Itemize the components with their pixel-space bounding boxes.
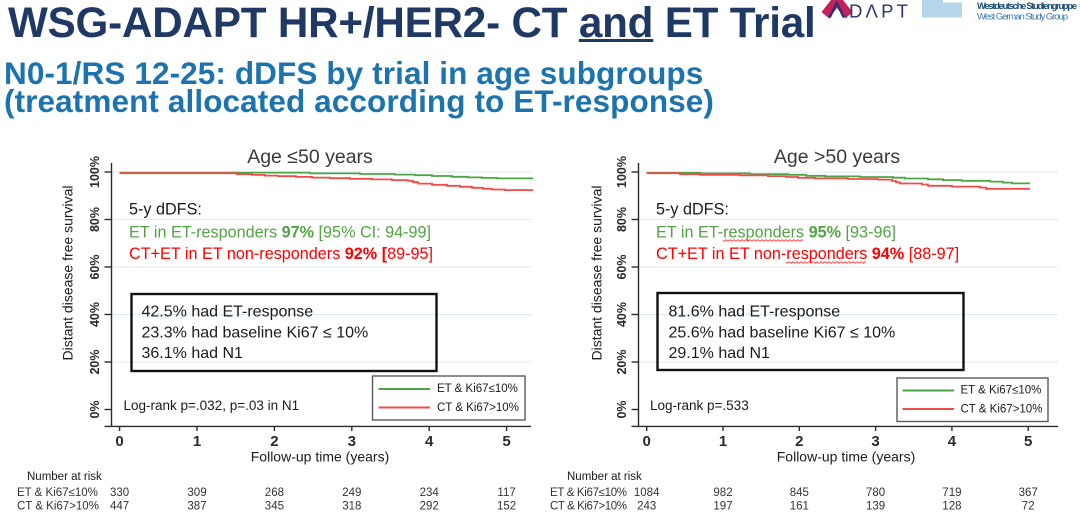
svg-text:197: 197 [713,501,732,513]
svg-text:Number at risk: Number at risk [27,471,102,483]
svg-text:CT+ET in ET non-responders 92%: CT+ET in ET non-responders 92% [89-95] [129,245,433,263]
svg-text:CT & Ki67>10%: CT & Ki67>10% [550,501,627,513]
svg-text:20%: 20% [615,349,629,374]
svg-text:ET & Ki67≤10%: ET & Ki67≤10% [17,487,98,499]
svg-text:ET & Ki67≤10%: ET & Ki67≤10% [437,383,518,395]
svg-text:268: 268 [265,487,284,499]
svg-text:1084: 1084 [634,487,660,499]
svg-text:DΛPT: DΛPT [849,1,911,22]
svg-text:42.5% had ET-response: 42.5% had ET-response [142,304,314,321]
svg-text:Distant disease free survival: Distant disease free survival [60,185,76,360]
svg-text:5: 5 [1024,433,1032,450]
svg-text:128: 128 [942,501,961,513]
svg-text:100%: 100% [615,156,629,188]
svg-text:CT & Ki67>10%: CT & Ki67>10% [961,403,1043,415]
svg-text:292: 292 [420,501,439,513]
svg-text:80%: 80% [88,207,102,232]
svg-text:Number at risk: Number at risk [567,471,642,483]
svg-text:Follow-up time (years): Follow-up time (years) [251,449,389,465]
svg-text:139: 139 [866,501,885,513]
svg-text:0%: 0% [88,400,102,418]
svg-text:1: 1 [719,433,727,450]
svg-text:3: 3 [348,433,356,450]
svg-text:2: 2 [795,433,803,450]
svg-text:2: 2 [270,433,278,450]
svg-text:0: 0 [643,433,651,450]
svg-text:ET in ET-responders 95% [93-96: ET in ET-responders 95% [93-96] [656,224,896,242]
svg-text:29.1% had N1: 29.1% had N1 [669,345,771,362]
svg-text:0: 0 [115,433,123,450]
svg-text:5-y dDFS:: 5-y dDFS: [656,201,729,219]
svg-text:100%: 100% [88,156,102,188]
svg-text:345: 345 [265,501,284,513]
svg-text:387: 387 [187,501,206,513]
svg-text:0%: 0% [615,400,629,418]
svg-text:845: 845 [790,487,809,499]
svg-text:CT & Ki67>10%: CT & Ki67>10% [437,402,519,414]
svg-text:249: 249 [342,487,361,499]
svg-text:318: 318 [342,501,361,513]
svg-text:780: 780 [866,487,885,499]
svg-text:243: 243 [637,501,656,513]
svg-text:4: 4 [425,433,434,450]
svg-text:330: 330 [110,487,129,499]
svg-text:3: 3 [871,433,879,450]
svg-text:72: 72 [1022,501,1035,513]
svg-text:ET in ET-responders 97% [95% C: ET in ET-responders 97% [95% CI: 94-99] [129,224,431,242]
svg-text:West German Study Group: West German Study Group [977,12,1068,23]
svg-text:5-y dDFS:: 5-y dDFS: [129,201,202,219]
svg-text:ET & Ki67≤10%: ET & Ki67≤10% [550,487,627,499]
svg-text:Log-rank p=.533: Log-rank p=.533 [650,398,749,413]
svg-text:Age >50 years: Age >50 years [774,146,901,168]
svg-text:36.1% had N1: 36.1% had N1 [142,345,244,362]
svg-text:161: 161 [790,501,809,513]
svg-text:40%: 40% [88,302,102,327]
svg-text:4: 4 [948,433,957,450]
svg-text:367: 367 [1019,487,1038,499]
svg-text:Follow-up time (years): Follow-up time (years) [777,449,915,465]
svg-text:Log-rank p=.032, p=.03 in N1: Log-rank p=.032, p=.03 in N1 [124,398,300,413]
svg-text:Distant disease free survival: Distant disease free survival [589,185,605,360]
svg-text:23.3% had baseline Ki67 ≤ 10%: 23.3% had baseline Ki67 ≤ 10% [142,325,369,342]
svg-text:447: 447 [110,501,129,513]
svg-text:Westdeutsche Studiengruppe: Westdeutsche Studiengruppe [977,1,1077,12]
svg-text:5: 5 [502,433,510,450]
svg-text:719: 719 [942,487,961,499]
svg-text:CT+ET in ET non-responders 94%: CT+ET in ET non-responders 94% [88-97] [656,245,959,263]
svg-text:Age ≤50 years: Age ≤50 years [247,146,373,168]
svg-text:60%: 60% [615,254,629,279]
svg-text:80%: 80% [615,207,629,232]
svg-text:982: 982 [713,487,732,499]
svg-text:117: 117 [497,487,515,499]
svg-text:1: 1 [193,433,201,450]
svg-text:20%: 20% [88,349,102,374]
svg-text:25.6% had baseline Ki67 ≤ 10%: 25.6% had baseline Ki67 ≤ 10% [669,325,896,342]
svg-text:CT & Ki67>10%: CT & Ki67>10% [17,501,99,513]
svg-text:ET & Ki67≤10%: ET & Ki67≤10% [961,385,1042,397]
svg-text:60%: 60% [88,254,102,279]
svg-text:40%: 40% [615,302,629,327]
svg-text:234: 234 [420,487,440,499]
svg-text:81.6% had ET-response: 81.6% had ET-response [669,304,841,321]
svg-text:309: 309 [187,487,206,499]
svg-text:152: 152 [497,501,516,513]
